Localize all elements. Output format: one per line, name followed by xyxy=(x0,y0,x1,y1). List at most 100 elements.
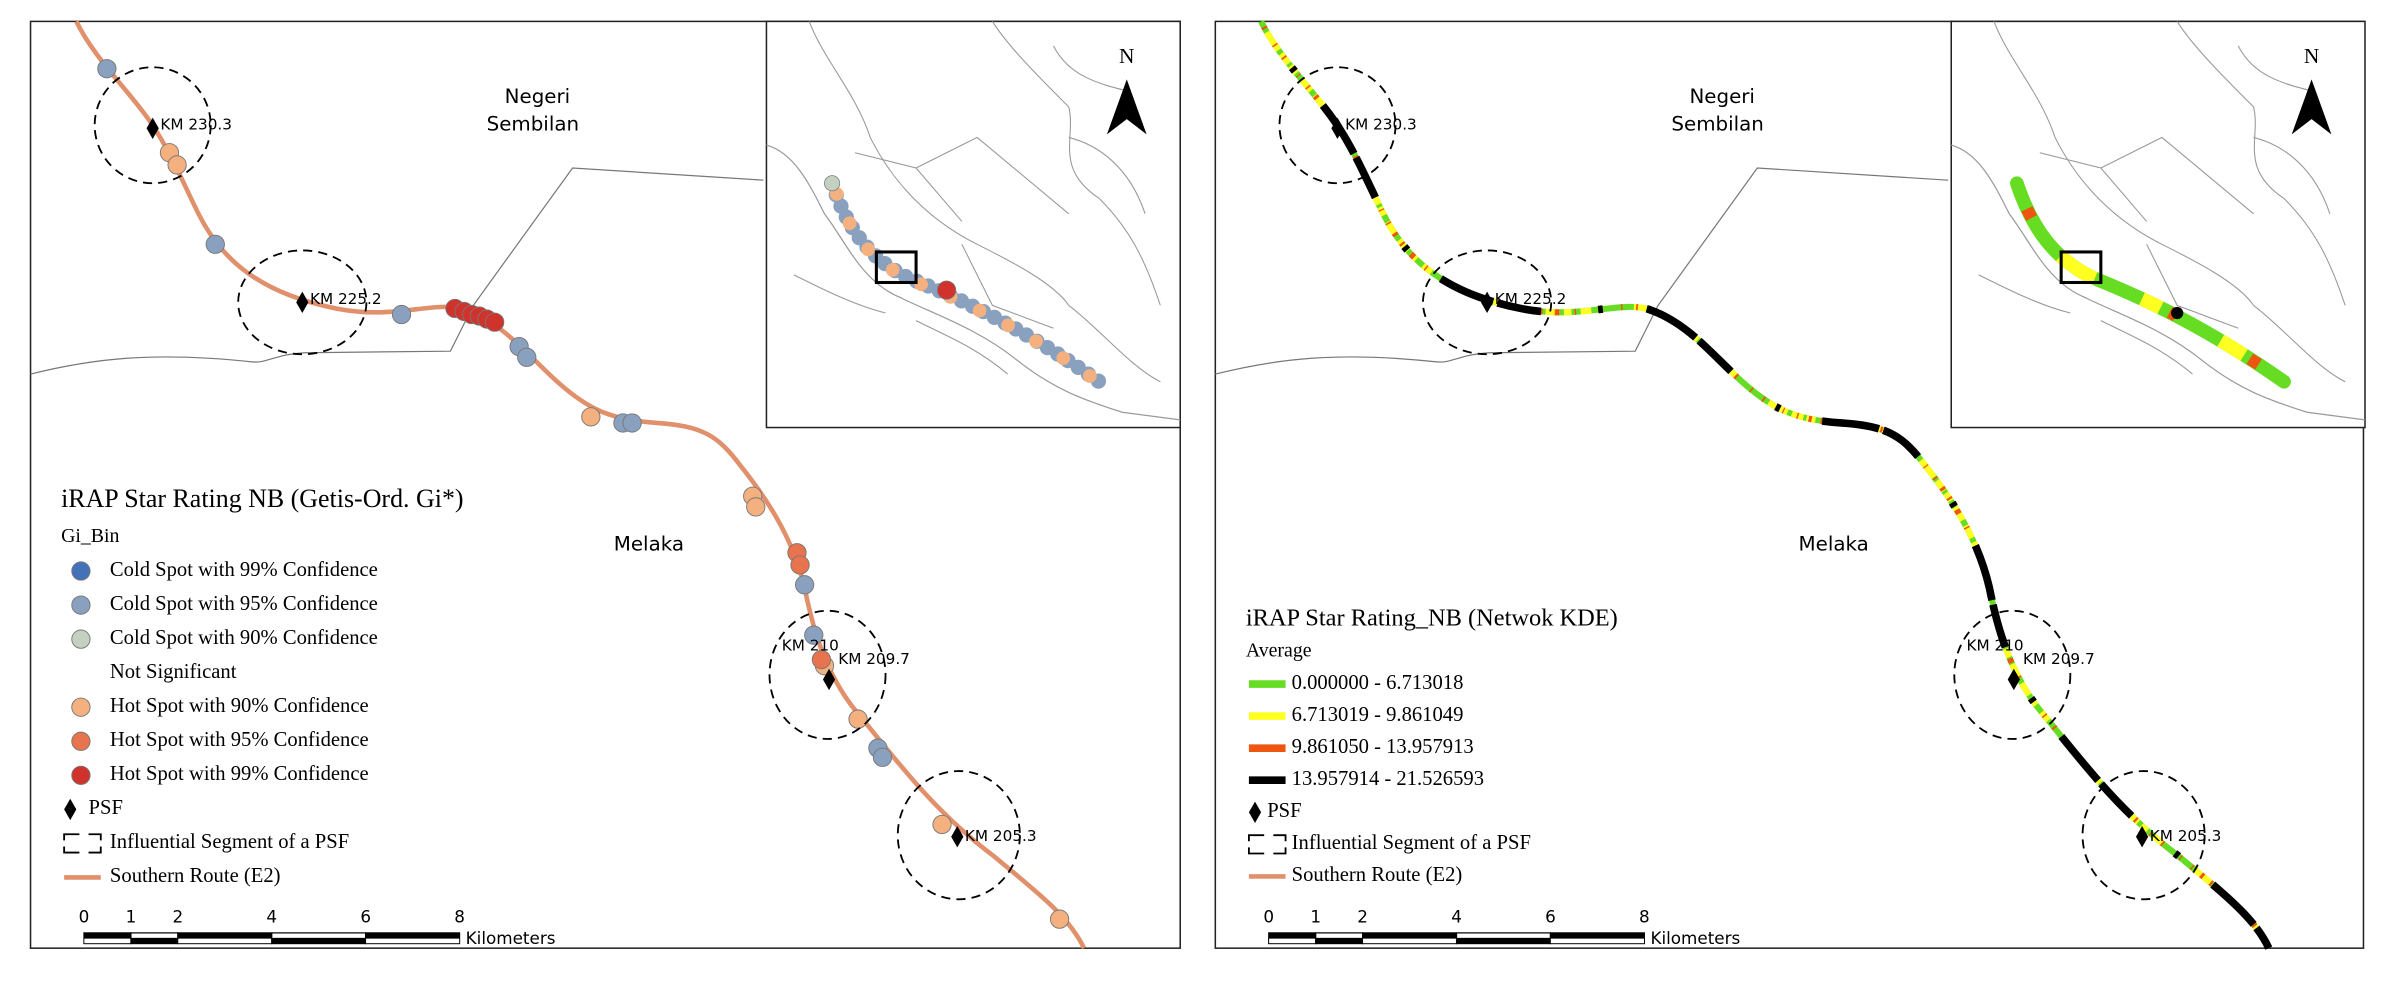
hotspot-points xyxy=(97,59,1070,929)
region-label: Melaka xyxy=(1799,533,1869,556)
psf-label: KM 209.7 xyxy=(2023,650,2095,668)
legend-symbol xyxy=(71,765,91,785)
psf-marker xyxy=(2135,826,2149,848)
hotspot xyxy=(485,312,505,332)
scale-label: 2 xyxy=(1357,907,1368,927)
legend-label: Hot Spot with 90% Confidence xyxy=(110,695,369,717)
legend-label: PSF xyxy=(89,797,123,819)
scale-label: 8 xyxy=(1639,907,1650,927)
legend-label: Southern Route (E2) xyxy=(1292,864,1463,886)
hotspot xyxy=(794,575,815,595)
psf-label: KM 205.3 xyxy=(2150,827,2222,845)
legend-label: Cold Spot with 99% Confidence xyxy=(110,559,378,581)
psf-marker xyxy=(951,826,964,848)
hotspot xyxy=(391,304,412,325)
hotspot xyxy=(848,709,868,729)
psf-label: KM 225.2 xyxy=(310,290,382,308)
legend-title: iRAP Star Rating_NB (Netwok KDE) xyxy=(1246,605,1618,632)
region-label: Sembilan xyxy=(487,113,579,136)
scale-segment xyxy=(1456,937,1551,944)
psf-label: KM 210 xyxy=(782,636,839,654)
legend-label: Cold Spot with 95% Confidence xyxy=(110,593,378,615)
psf-marker xyxy=(1480,291,1494,314)
hotspot xyxy=(804,625,824,645)
region-label: Sembilan xyxy=(1671,113,1763,136)
legend-label: 6.713019 - 9.861049 xyxy=(1292,704,1464,726)
psf-marker xyxy=(2007,668,2020,691)
legend-label: 13.957914 - 21.526593 xyxy=(1292,768,1484,790)
inset-point xyxy=(2171,306,2184,320)
legend-symbol xyxy=(71,595,91,615)
legend-label: Cold Spot with 90% Confidence xyxy=(110,627,378,649)
scale-segment xyxy=(1362,937,1457,944)
legend-label: Southern Route (E2) xyxy=(110,865,281,887)
region-label: Negeri xyxy=(1689,85,1754,108)
legend-label: Influential Segment of a PSF xyxy=(110,831,349,853)
panel-left xyxy=(29,21,1181,948)
influential-segment xyxy=(896,770,1021,901)
legend-label: Influential Segment of a PSF xyxy=(1292,832,1531,854)
legend-label: 0.000000 - 6.713018 xyxy=(1292,672,1464,694)
influential-segment xyxy=(1953,609,2072,740)
scale-unit: Kilometers xyxy=(466,928,556,948)
north-label: N xyxy=(1119,44,1134,68)
inset-route-mid xyxy=(2010,181,2289,388)
scale-segment xyxy=(1550,937,1645,944)
legend-symbol xyxy=(71,731,91,751)
inset-point xyxy=(937,280,957,300)
scale-label: 8 xyxy=(454,907,465,927)
psf-label: KM 230.3 xyxy=(160,116,232,134)
psf-label: KM 225.2 xyxy=(1495,290,1567,308)
scale-label: 6 xyxy=(360,907,371,927)
psf-label: KM 209.7 xyxy=(838,650,910,668)
scale-segment xyxy=(271,937,367,944)
influential-segment xyxy=(768,609,887,740)
psf-marker xyxy=(1331,117,1344,139)
legend-label: Hot Spot with 99% Confidence xyxy=(110,763,369,785)
hotspot xyxy=(622,413,642,433)
scale-segment xyxy=(365,937,460,944)
north-arrow xyxy=(1106,79,1147,135)
north-label: N xyxy=(2304,44,2319,68)
inset-map xyxy=(1950,20,2366,429)
hotspot xyxy=(167,155,187,175)
legend-label: PSF xyxy=(1267,800,1301,822)
extent-box xyxy=(874,250,918,285)
hotspot xyxy=(581,407,601,427)
legend-subtitle: Average xyxy=(1246,640,1312,662)
legend-symbol xyxy=(71,697,91,717)
scale-segment xyxy=(1315,937,1364,944)
hotspot xyxy=(517,347,537,367)
inset-route-hot xyxy=(829,187,1110,392)
scale-segment xyxy=(130,937,179,944)
hotspot xyxy=(790,555,810,575)
hotspot xyxy=(872,747,893,767)
scale-label: 1 xyxy=(126,907,137,927)
scale-label: 4 xyxy=(266,907,277,927)
scale-label: 4 xyxy=(1451,907,1462,927)
legend-label: Hot Spot with 95% Confidence xyxy=(110,729,369,751)
psf-label: KM 205.3 xyxy=(965,827,1037,845)
hotspot xyxy=(811,649,832,670)
psf-label: KM 210 xyxy=(1967,636,2024,654)
legend-symbol xyxy=(1248,801,1262,823)
scale-label: 0 xyxy=(79,907,90,927)
scale-unit: Kilometers xyxy=(1650,928,1740,948)
extent-box xyxy=(2059,250,2103,285)
legend-subtitle: Gi_Bin xyxy=(61,525,119,547)
scale-segment xyxy=(83,937,132,944)
scale-segment xyxy=(1268,937,1317,944)
psf-label: KM 230.3 xyxy=(1345,116,1417,134)
scale-label: 6 xyxy=(1545,907,1556,927)
influential-segment xyxy=(1278,66,1397,185)
legend-symbol xyxy=(63,833,102,854)
psf-marker xyxy=(822,668,836,691)
legend-symbol xyxy=(71,629,91,649)
scale-label: 1 xyxy=(1310,907,1321,927)
scale-segment xyxy=(177,937,273,944)
scale-label: 0 xyxy=(1263,907,1274,927)
